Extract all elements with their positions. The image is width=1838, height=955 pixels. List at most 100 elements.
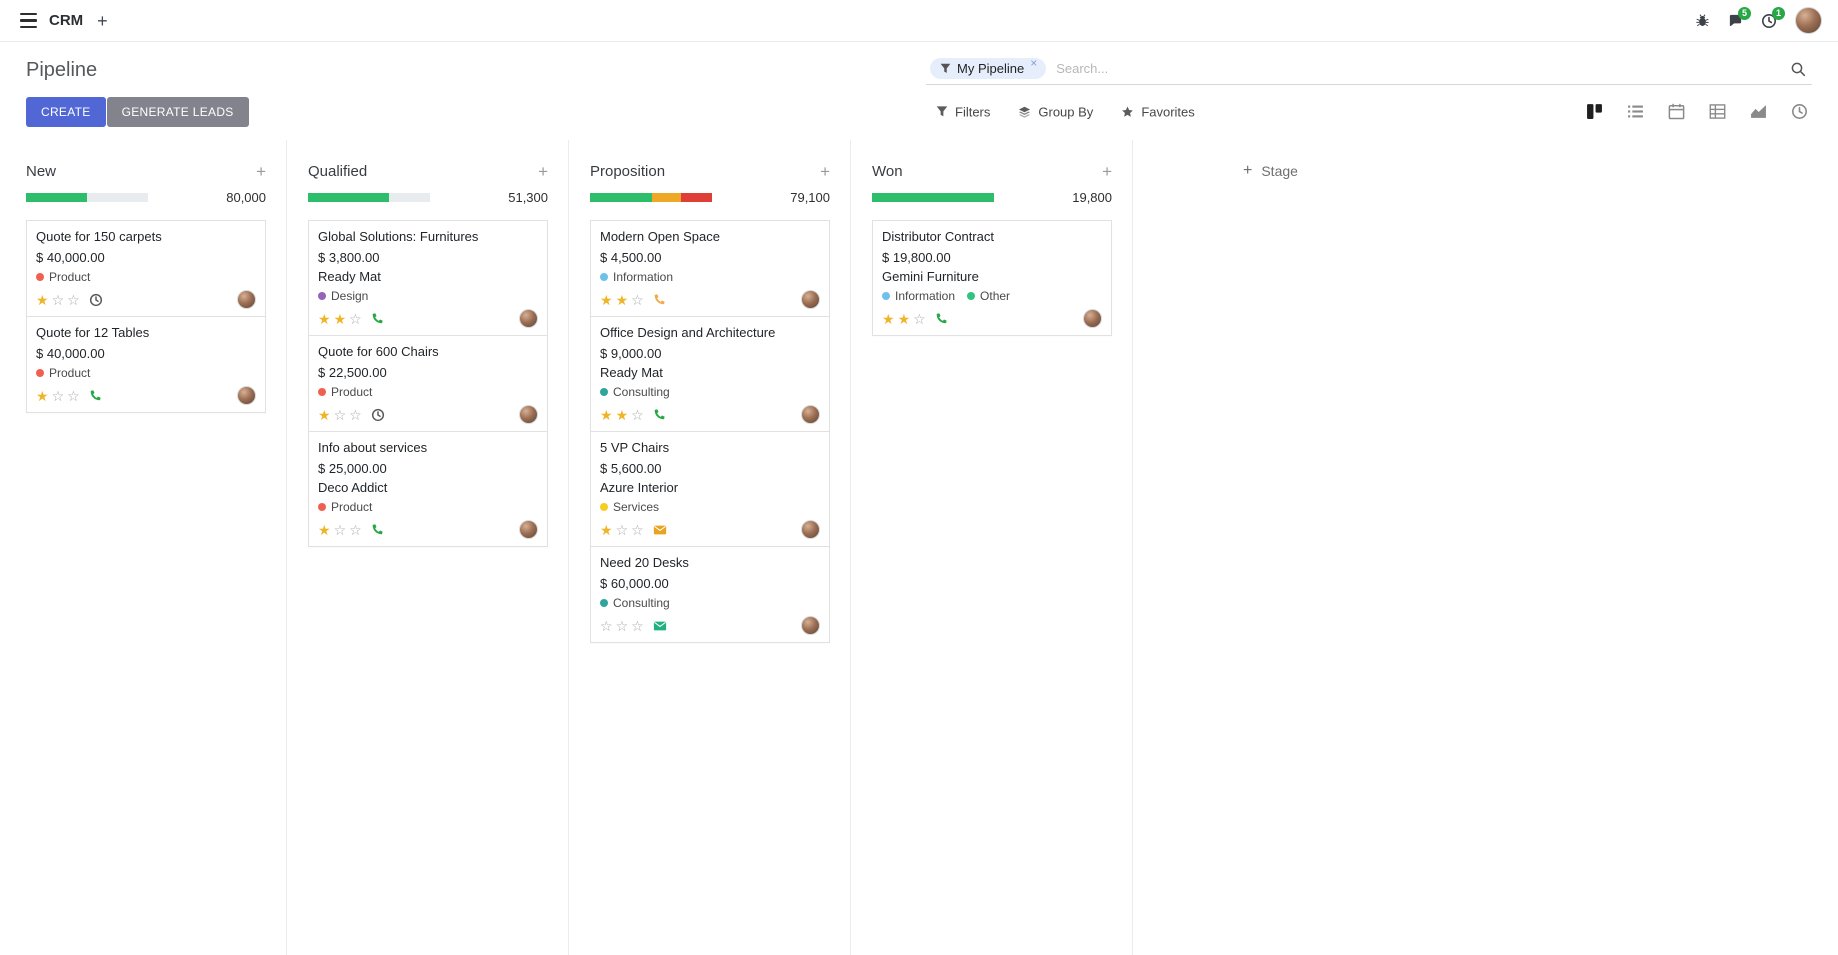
- apps-menu-icon[interactable]: [16, 6, 41, 34]
- activity-phone-icon[interactable]: [371, 312, 384, 325]
- column-progressbar[interactable]: [872, 192, 994, 202]
- group-by-menu[interactable]: Group By: [1018, 104, 1093, 119]
- avatar[interactable]: [519, 405, 538, 425]
- column-progressbar[interactable]: [26, 192, 148, 202]
- facet-close-icon[interactable]: ×: [1030, 55, 1038, 70]
- kanban-card[interactable]: Quote for 600 Chairs $ 22,500.00 Product…: [308, 334, 548, 432]
- view-activity-icon[interactable]: [1791, 103, 1808, 120]
- priority-star[interactable]: ☆: [615, 617, 629, 634]
- column-title[interactable]: New: [26, 162, 57, 180]
- priority-star[interactable]: ★: [897, 310, 911, 327]
- activity-clock-icon[interactable]: [371, 408, 385, 422]
- avatar[interactable]: [801, 405, 820, 425]
- priority-star[interactable]: ☆: [349, 310, 362, 327]
- priority-star[interactable]: ☆: [615, 521, 629, 538]
- avatar[interactable]: [801, 520, 820, 540]
- add-stage-button[interactable]: + Stage: [1243, 160, 1298, 182]
- priority-star[interactable]: ☆: [631, 521, 644, 538]
- priority-star[interactable]: ☆: [333, 521, 347, 538]
- progress-segment[interactable]: [872, 192, 994, 202]
- view-kanban-icon[interactable]: [1586, 103, 1603, 120]
- priority-star[interactable]: ☆: [333, 406, 347, 423]
- app-name[interactable]: CRM: [49, 12, 84, 29]
- avatar[interactable]: [1083, 309, 1102, 329]
- avatar[interactable]: [237, 386, 256, 406]
- kanban-card[interactable]: Distributor Contract $ 19,800.00 Gemini …: [872, 220, 1112, 336]
- column-quick-add-icon[interactable]: +: [1102, 161, 1112, 181]
- search-input[interactable]: [1054, 60, 1790, 77]
- avatar[interactable]: [801, 616, 820, 636]
- user-avatar[interactable]: [1795, 7, 1822, 34]
- activity-envelope-icon[interactable]: [653, 523, 667, 537]
- priority-star[interactable]: ☆: [67, 291, 80, 308]
- kanban-card[interactable]: Quote for 12 Tables $ 40,000.00 Product …: [26, 315, 266, 413]
- kanban-card[interactable]: Office Design and Architecture $ 9,000.0…: [590, 315, 830, 432]
- column-quick-add-icon[interactable]: +: [820, 161, 830, 181]
- messages-icon[interactable]: 5: [1728, 7, 1751, 28]
- priority-star[interactable]: ★: [318, 406, 331, 423]
- search-facet[interactable]: My Pipeline ×: [930, 55, 1047, 79]
- priority-star[interactable]: ★: [333, 310, 347, 327]
- priority-star[interactable]: ★: [600, 406, 613, 423]
- priority-star[interactable]: ☆: [631, 406, 644, 423]
- create-button[interactable]: CREATE: [26, 96, 106, 127]
- priority-star[interactable]: ☆: [51, 387, 65, 404]
- kanban-card[interactable]: 5 VP Chairs $ 5,600.00 Azure Interior Se…: [590, 430, 830, 547]
- search-icon[interactable]: [1790, 61, 1806, 77]
- column-title[interactable]: Qualified: [308, 162, 368, 180]
- search-bar[interactable]: My Pipeline ×: [926, 55, 1812, 85]
- priority-star[interactable]: ★: [36, 291, 49, 308]
- priority-star[interactable]: ★: [615, 406, 629, 423]
- priority-star[interactable]: ★: [615, 291, 629, 308]
- activity-phone-icon[interactable]: [89, 389, 102, 402]
- activity-phone-icon[interactable]: [935, 312, 948, 325]
- activity-envelope-icon[interactable]: [653, 619, 667, 633]
- view-list-icon[interactable]: [1627, 103, 1644, 120]
- priority-star[interactable]: ☆: [349, 406, 362, 423]
- priority-star[interactable]: ☆: [349, 521, 362, 538]
- avatar[interactable]: [237, 290, 256, 310]
- priority-star[interactable]: ☆: [67, 387, 80, 404]
- kanban-card[interactable]: Quote for 150 carpets $ 40,000.00 Produc…: [26, 220, 266, 317]
- favorites-menu[interactable]: Favorites: [1121, 104, 1195, 119]
- column-title[interactable]: Proposition: [590, 162, 666, 180]
- priority-star[interactable]: ★: [36, 387, 49, 404]
- priority-star[interactable]: ★: [318, 310, 331, 327]
- kanban-card[interactable]: Modern Open Space $ 4,500.00 Information…: [590, 220, 830, 317]
- avatar[interactable]: [519, 309, 538, 329]
- kanban-card[interactable]: Need 20 Desks $ 60,000.00 Consulting ☆ ☆ ☆: [590, 545, 830, 643]
- activities-icon[interactable]: 1: [1761, 6, 1785, 29]
- priority-star[interactable]: ★: [600, 521, 613, 538]
- priority-star[interactable]: ☆: [913, 310, 926, 327]
- progress-segment[interactable]: [652, 192, 682, 202]
- priority-star[interactable]: ★: [882, 310, 895, 327]
- progress-segment[interactable]: [590, 192, 653, 202]
- priority-star[interactable]: ★: [600, 291, 613, 308]
- progress-segment[interactable]: [681, 192, 712, 202]
- column-progressbar[interactable]: [590, 192, 712, 202]
- activity-phone-icon[interactable]: [653, 293, 666, 306]
- avatar[interactable]: [519, 520, 538, 540]
- priority-star[interactable]: ☆: [631, 617, 644, 634]
- view-pivot-icon[interactable]: [1709, 103, 1726, 120]
- priority-star[interactable]: ☆: [631, 291, 644, 308]
- avatar[interactable]: [801, 290, 820, 310]
- view-calendar-icon[interactable]: [1668, 103, 1685, 120]
- bug-icon[interactable]: [1695, 13, 1710, 28]
- column-quick-add-icon[interactable]: +: [538, 161, 548, 181]
- kanban-card[interactable]: Info about services $ 25,000.00 Deco Add…: [308, 430, 548, 547]
- column-progressbar[interactable]: [308, 192, 430, 202]
- view-graph-icon[interactable]: [1750, 103, 1767, 120]
- progress-segment[interactable]: [308, 192, 389, 202]
- plus-icon[interactable]: +: [97, 10, 108, 31]
- kanban-card[interactable]: Global Solutions: Furnitures $ 3,800.00 …: [308, 220, 548, 336]
- progress-segment[interactable]: [26, 192, 87, 202]
- column-quick-add-icon[interactable]: +: [256, 161, 266, 181]
- priority-star[interactable]: ☆: [600, 617, 613, 634]
- priority-star[interactable]: ☆: [51, 291, 65, 308]
- priority-star[interactable]: ★: [318, 521, 331, 538]
- activity-phone-icon[interactable]: [653, 408, 666, 421]
- activity-phone-icon[interactable]: [371, 523, 384, 536]
- filters-menu[interactable]: Filters: [936, 104, 990, 119]
- generate-leads-button[interactable]: GENERATE LEADS: [106, 96, 249, 127]
